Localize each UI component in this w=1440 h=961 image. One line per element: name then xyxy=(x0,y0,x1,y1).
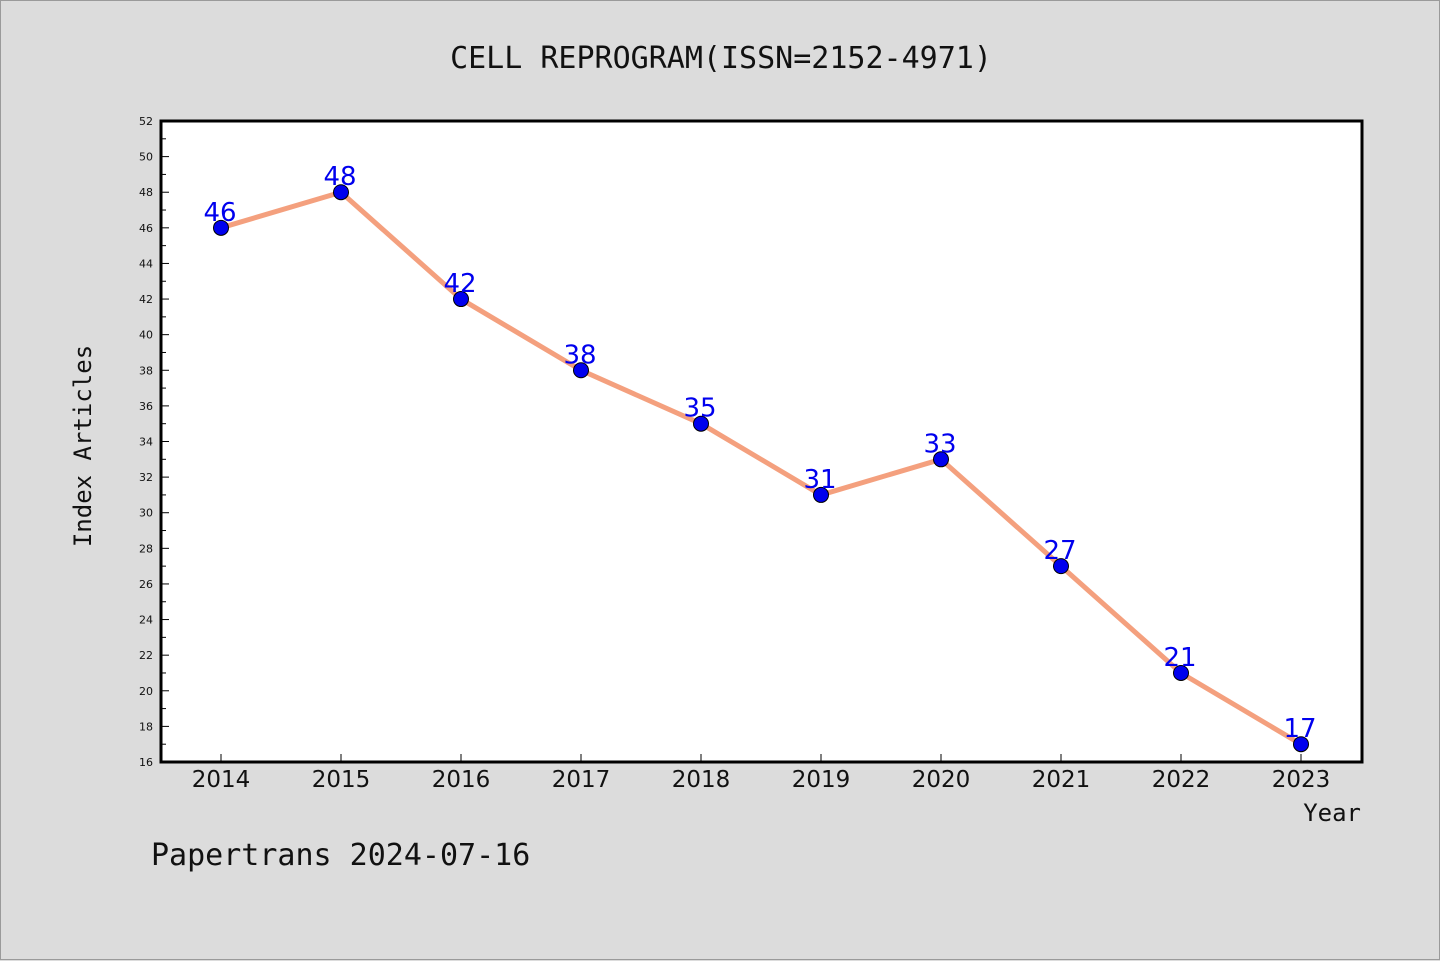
data-point xyxy=(1173,664,1189,681)
x-tick-label: 2019 xyxy=(792,767,851,793)
data-point xyxy=(813,486,829,503)
y-tick-label: 26 xyxy=(139,578,153,591)
data-label: 38 xyxy=(563,340,596,370)
data-point xyxy=(213,219,229,236)
y-tick-label: 16 xyxy=(139,756,153,769)
data-label: 48 xyxy=(323,162,356,192)
data-point xyxy=(453,291,469,308)
x-tick-label: 2016 xyxy=(432,767,491,793)
footer-credit: Papertrans 2024-07-16 xyxy=(151,838,530,873)
data-point xyxy=(1293,736,1309,753)
y-tick-label: 48 xyxy=(139,186,153,199)
x-tick-label: 2014 xyxy=(192,767,251,793)
x-tick-label: 2017 xyxy=(552,767,611,793)
y-tick-label: 38 xyxy=(139,364,153,377)
y-tick-label: 44 xyxy=(139,257,153,270)
y-tick-label: 50 xyxy=(139,151,153,164)
y-tick-label: 24 xyxy=(139,614,153,627)
data-label: 31 xyxy=(803,465,836,495)
y-tick-label: 32 xyxy=(139,471,153,484)
data-labels: 46 48 42 38 35 31 33 27 21 17 xyxy=(203,162,1316,744)
y-tick-label: 46 xyxy=(139,222,153,235)
x-tick-label: 2020 xyxy=(912,767,971,793)
data-label: 27 xyxy=(1043,536,1076,566)
y-tick-label: 36 xyxy=(139,400,153,413)
y-axis: 16 18 20 22 24 26 28 30 32 34 36 38 40 42 44 46 48 50 52 xyxy=(139,115,169,769)
data-label: 33 xyxy=(923,429,956,459)
y-tick-label: 22 xyxy=(139,649,153,662)
x-axis: 2014 2015 2016 2017 2018 2019 2020 2021 2022 2023 xyxy=(192,754,1331,793)
data-point xyxy=(333,184,349,201)
y-tick-label: 20 xyxy=(139,685,153,698)
data-label: 17 xyxy=(1283,714,1316,744)
x-tick-label: 2023 xyxy=(1272,767,1331,793)
data-point xyxy=(693,415,709,432)
x-tick-label: 2021 xyxy=(1032,767,1091,793)
y-tick-label: 34 xyxy=(139,436,153,449)
y-tick-label: 52 xyxy=(139,115,153,128)
x-tick-label: 2022 xyxy=(1152,767,1211,793)
x-tick-label: 2018 xyxy=(672,767,731,793)
series-polyline xyxy=(220,189,1303,747)
y-tick-label: 40 xyxy=(139,329,153,342)
x-tick-label: 2015 xyxy=(312,767,371,793)
y-tick-label: 42 xyxy=(139,293,153,306)
y-tick-label: 30 xyxy=(139,507,153,520)
series-line xyxy=(213,184,1309,753)
y-axis-title: Index Articles xyxy=(69,345,97,547)
data-label: 35 xyxy=(683,394,716,424)
chart-title: CELL REPROGRAM(ISSN=2152-4971) xyxy=(450,41,992,76)
data-point xyxy=(573,362,589,379)
y-tick-label: 18 xyxy=(139,720,153,733)
data-label: 42 xyxy=(443,269,476,299)
data-label: 21 xyxy=(1163,643,1196,673)
data-label: 46 xyxy=(203,198,236,228)
y-tick-label: 28 xyxy=(139,542,153,555)
data-point xyxy=(933,451,949,468)
data-point xyxy=(1053,558,1069,575)
x-axis-title: Year xyxy=(1303,799,1361,827)
